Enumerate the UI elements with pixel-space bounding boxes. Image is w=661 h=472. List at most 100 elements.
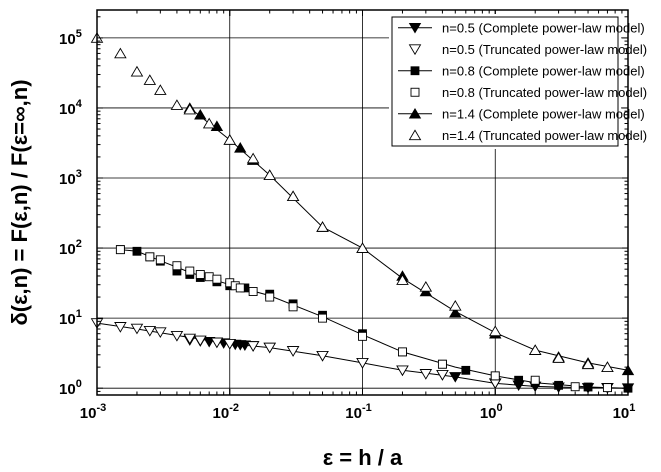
data-point	[223, 338, 237, 350]
legend-marker	[410, 66, 420, 76]
data-point	[514, 375, 524, 385]
ticks	[96, 10, 629, 396]
legend-marker	[408, 22, 422, 34]
data-point	[356, 358, 369, 369]
data-point	[601, 361, 614, 372]
data-point	[130, 65, 144, 77]
data-point	[195, 270, 205, 279]
data-point	[115, 245, 125, 255]
data-point	[145, 252, 155, 262]
data-point	[436, 370, 449, 381]
data-point	[570, 382, 580, 392]
legend: n=0.5 (Complete power-law model) n=0.5 (T…	[389, 14, 647, 149]
legend-label: n=1.4 (Complete power-law model)	[442, 106, 645, 121]
data-point	[234, 142, 247, 153]
y-axis-label: δ(ε,n) = F(ε,n) / F(ε=∞,n)	[7, 79, 32, 325]
data-point	[437, 359, 447, 369]
data-point	[528, 344, 542, 355]
data-point	[114, 322, 127, 333]
legend-marker	[408, 129, 422, 141]
data-point	[265, 292, 275, 302]
data-point	[356, 242, 369, 253]
data-point	[246, 152, 260, 164]
data-point	[396, 274, 409, 285]
y-tick-label: 102	[59, 238, 82, 258]
data-point	[554, 380, 563, 390]
data-point	[449, 372, 462, 383]
data-point	[318, 313, 327, 323]
fit-curve-n08	[120, 249, 629, 389]
legend-label: n=0.8 (Truncated power-law model)	[442, 85, 647, 100]
legend-label: n=1.4 (Truncated power-law model)	[442, 128, 647, 143]
data-point	[183, 333, 197, 345]
data-point	[602, 383, 612, 393]
data-point	[248, 287, 258, 296]
data-point	[170, 99, 184, 110]
data-point	[398, 347, 407, 357]
y-tick-label: 104	[59, 98, 83, 118]
legend-label: n=0.8 (Complete power-law model)	[442, 63, 645, 78]
data-point	[530, 375, 540, 385]
legend-label: n=0.5 (Complete power-law model)	[442, 20, 645, 35]
x-tick-label: 100	[480, 402, 503, 422]
data-point	[130, 323, 144, 335]
data-point	[246, 341, 260, 352]
y-tick-label: 103	[59, 168, 82, 188]
legend-label: n=0.5 (Truncated power-law model)	[442, 42, 647, 57]
data-point	[172, 261, 182, 271]
data-point	[155, 255, 165, 265]
data-point	[583, 382, 593, 392]
data-point	[210, 337, 224, 349]
data-point	[154, 327, 167, 339]
data-point	[143, 325, 157, 337]
y-tick-label: 101	[59, 308, 82, 328]
tick-labels: 10-3 10-2 10-1 100 101 100 101 102 103 104 105	[59, 28, 635, 422]
data-point	[143, 74, 157, 85]
data-point	[552, 352, 565, 363]
data-point	[461, 365, 471, 375]
data-point	[449, 299, 462, 311]
y-tick-label: 100	[59, 378, 82, 398]
data-point	[396, 365, 409, 377]
data-point	[154, 84, 167, 95]
data-point	[581, 358, 595, 370]
legend-marker	[410, 87, 420, 97]
data-point	[488, 325, 502, 337]
data-point	[194, 108, 207, 120]
data-point	[449, 306, 462, 318]
data-point	[170, 330, 184, 342]
markers	[90, 32, 635, 394]
data-point	[316, 221, 329, 232]
data-point	[202, 117, 216, 129]
data-point	[286, 346, 300, 357]
data-point	[316, 350, 329, 362]
x-tick-label: 10-1	[345, 402, 371, 422]
y-tick-label: 105	[59, 28, 82, 48]
data-point	[419, 280, 433, 292]
data-point	[358, 331, 367, 341]
data-point	[212, 274, 222, 284]
data-point	[419, 369, 433, 380]
x-tick-label: 10-3	[80, 402, 106, 422]
data-point	[263, 169, 276, 180]
legend-marker	[408, 108, 422, 119]
data-point	[286, 190, 300, 202]
data-point	[204, 272, 214, 282]
data-point	[288, 302, 298, 312]
data-point	[183, 103, 197, 115]
data-point	[238, 340, 252, 352]
data-point	[114, 47, 127, 59]
data-point	[194, 335, 207, 347]
x-tick-label: 101	[613, 402, 636, 422]
data-point	[223, 134, 237, 145]
data-point	[235, 283, 245, 293]
data-point	[185, 266, 195, 276]
x-axis-label: ε = h / a	[323, 445, 403, 470]
data-point	[490, 371, 500, 381]
legend-marker	[408, 44, 422, 56]
series-3	[115, 245, 612, 393]
legend-box	[391, 16, 619, 147]
data-point	[132, 246, 142, 256]
data-point	[263, 342, 276, 354]
